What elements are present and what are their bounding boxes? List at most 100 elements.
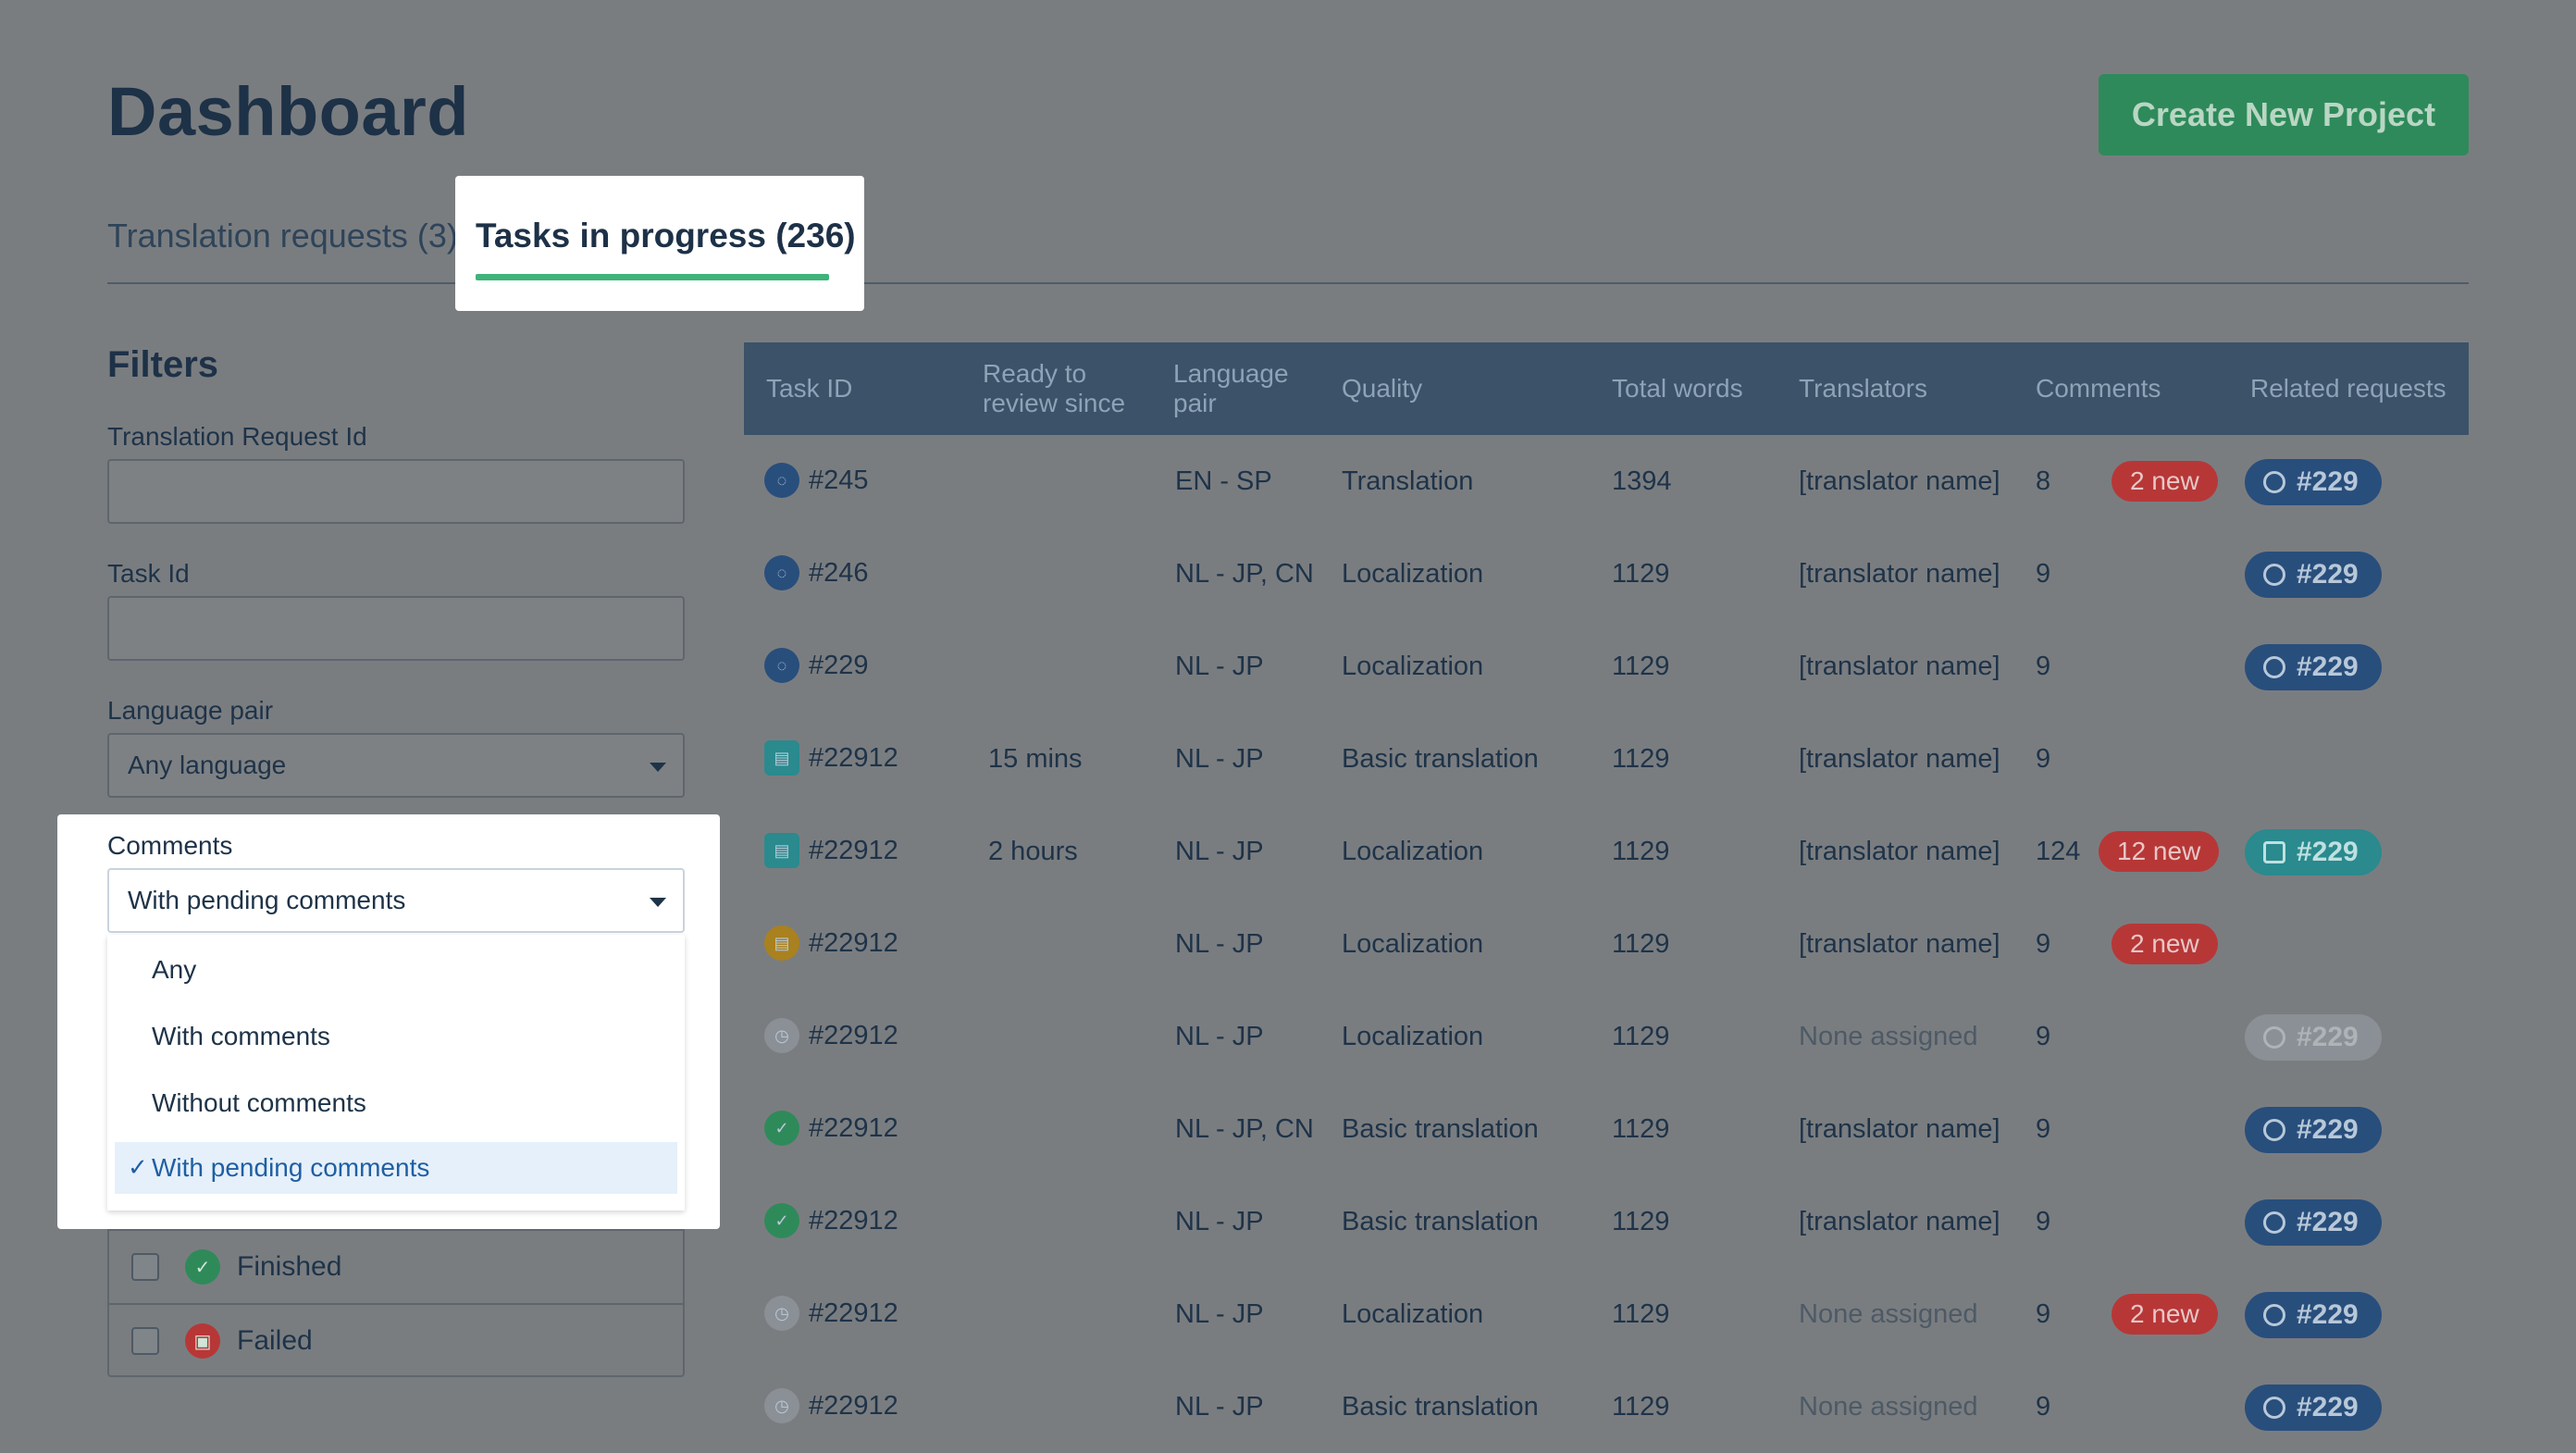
- status-label: Failed: [237, 1325, 313, 1356]
- translators: None assigned: [1799, 1299, 1978, 1329]
- related-request-id: #229: [2297, 652, 2359, 682]
- tab-translation-requests[interactable]: Translation requests (3): [107, 217, 458, 255]
- task-id-cell[interactable]: ▤ #22912: [764, 925, 898, 961]
- table-row[interactable]: ◷ #22912 NL - JP Localization 1129 None assig…: [744, 990, 2469, 1083]
- create-new-project-button[interactable]: Create New Project: [2099, 74, 2469, 155]
- comments-option-any[interactable]: Any: [152, 955, 197, 984]
- new-comments-badge[interactable]: 2 new: [2112, 1294, 2218, 1335]
- task-id: #246: [809, 557, 869, 588]
- tabs-divider: [107, 282, 2469, 284]
- language-pair: NL - JP: [1175, 652, 1264, 681]
- task-status-icon: ▤: [764, 925, 799, 961]
- table-row[interactable]: ✓ #22912 NL - JP Basic translation 1129 [tran…: [744, 1175, 2469, 1268]
- finished-checkbox[interactable]: [131, 1253, 159, 1281]
- table-row[interactable]: ▤ #22912 2 hours NL - JP Localization 1129 [tr…: [744, 805, 2469, 898]
- quality: Localization: [1342, 1022, 1484, 1051]
- related-request-badge[interactable]: #229: [2245, 1385, 2382, 1431]
- th-ready-line2[interactable]: review since: [983, 389, 1126, 417]
- total-words: 1129: [1612, 1207, 1670, 1236]
- task-id-cell[interactable]: ▤ #22912: [764, 740, 898, 776]
- translators: None assigned: [1799, 1022, 1978, 1051]
- quality: Basic translation: [1342, 744, 1539, 774]
- task-id-input[interactable]: [107, 596, 685, 661]
- th-ready-line1[interactable]: Ready to: [983, 359, 1087, 388]
- task-status-icon: ◌: [764, 555, 799, 590]
- table-row[interactable]: ◌ #246 NL - JP, CN Localization 1129 [transla…: [744, 528, 2469, 620]
- request-status-icon: [2263, 1304, 2285, 1326]
- language-pair-label: Language pair: [107, 696, 274, 725]
- comments-option-without-comments[interactable]: Without comments: [152, 1088, 366, 1117]
- th-lang-line1[interactable]: Language: [1173, 359, 1289, 388]
- comments-option-with-comments[interactable]: With comments: [152, 1022, 330, 1050]
- th-translators[interactable]: Translators: [1799, 374, 1928, 403]
- task-id-cell[interactable]: ◷ #22912: [764, 1388, 898, 1423]
- tab-active-underline: [476, 274, 829, 280]
- chevron-down-icon: [650, 763, 666, 772]
- table-row[interactable]: ◌ #245 EN - SP Translation 1394 [translator n…: [744, 435, 2469, 528]
- table-row[interactable]: ▤ #22912 NL - JP Localization 1129 [translato…: [744, 898, 2469, 990]
- failed-checkbox[interactable]: [131, 1327, 159, 1355]
- related-request-badge[interactable]: #229: [2245, 1292, 2382, 1338]
- related-request-badge[interactable]: #229: [2245, 1199, 2382, 1246]
- related-request-badge[interactable]: #229: [2245, 829, 2382, 876]
- th-quality[interactable]: Quality: [1342, 374, 1423, 403]
- task-id-cell[interactable]: ◌ #245: [764, 463, 869, 498]
- task-id-cell[interactable]: ▤ #22912: [764, 833, 898, 868]
- request-status-icon: [2263, 1397, 2285, 1419]
- related-request-badge[interactable]: #229: [2245, 644, 2382, 690]
- task-id-cell[interactable]: ✓ #22912: [764, 1203, 898, 1238]
- language-pair: NL - JP: [1175, 1299, 1264, 1329]
- th-total-words[interactable]: Total words: [1612, 374, 1743, 403]
- task-id-cell[interactable]: ◌ #246: [764, 555, 869, 590]
- language-pair: NL - JP: [1175, 1392, 1264, 1422]
- request-status-icon: [2263, 1026, 2285, 1049]
- comments-count: 9: [2036, 1207, 2051, 1236]
- quality: Localization: [1342, 559, 1484, 589]
- th-comments[interactable]: Comments: [2036, 374, 2161, 403]
- new-comments-badge[interactable]: 2 new: [2112, 461, 2218, 502]
- comments-count: 9: [2036, 1392, 2051, 1422]
- related-request-badge[interactable]: #229: [2245, 1107, 2382, 1153]
- comments-option-with-pending[interactable]: ✓ With pending comments: [115, 1142, 677, 1194]
- checkmark-icon: ✓: [128, 1153, 148, 1181]
- task-id-cell[interactable]: ◷ #22912: [764, 1296, 898, 1331]
- related-request-badge[interactable]: #229: [2245, 1014, 2382, 1061]
- task-id-label: Task Id: [107, 559, 190, 588]
- quality: Basic translation: [1342, 1392, 1539, 1422]
- task-status-icon: ◌: [764, 648, 799, 683]
- task-id: #22912: [809, 1112, 898, 1143]
- task-id-cell[interactable]: ◌ #229: [764, 648, 869, 683]
- task-status-icon: ▤: [764, 740, 799, 776]
- task-id-cell[interactable]: ✓ #22912: [764, 1111, 898, 1146]
- comments-count: 9: [2036, 559, 2051, 589]
- status-item-failed[interactable]: ▣ Failed: [109, 1303, 683, 1377]
- th-lang-line2[interactable]: pair: [1173, 389, 1217, 417]
- th-related-requests[interactable]: Related requests: [2250, 374, 2446, 403]
- task-id: #22912: [809, 927, 898, 958]
- related-request-badge[interactable]: #229: [2245, 552, 2382, 598]
- table-row[interactable]: ▤ #22912 15 mins NL - JP Basic translation 11…: [744, 713, 2469, 805]
- new-comments-badge[interactable]: 2 new: [2112, 924, 2218, 964]
- related-request-id: #229: [2297, 466, 2359, 497]
- tab-tasks-in-progress[interactable]: Tasks in progress (236): [476, 217, 856, 255]
- tasks-table-header: Task ID Ready to review since Language p…: [744, 342, 2469, 435]
- th-task-id[interactable]: Task ID: [766, 374, 853, 403]
- task-status-icon: ✓: [764, 1111, 799, 1146]
- related-request-id: #229: [2297, 837, 2359, 867]
- related-request-badge[interactable]: #229: [2245, 459, 2382, 505]
- total-words: 1129: [1612, 1299, 1670, 1329]
- language-pair-select[interactable]: Any language: [107, 733, 685, 798]
- translators: None assigned: [1799, 1392, 1978, 1422]
- new-comments-badge[interactable]: 12 new: [2099, 831, 2220, 872]
- table-row[interactable]: ✓ #22912 NL - JP, CN Basic translation 1129 […: [744, 1083, 2469, 1175]
- table-row[interactable]: ◌ #229 NL - JP Localization 1129 [translator …: [744, 620, 2469, 713]
- comments-select[interactable]: With pending comments: [107, 868, 685, 933]
- related-request-id: #229: [2297, 1207, 2359, 1237]
- request-status-icon: [2263, 841, 2285, 863]
- translation-request-id-input[interactable]: [107, 459, 685, 524]
- task-id-cell[interactable]: ◷ #22912: [764, 1018, 898, 1053]
- status-item-finished[interactable]: ✓ Finished: [109, 1229, 683, 1303]
- table-row[interactable]: ◷ #22912 NL - JP Localization 1129 None assig…: [744, 1268, 2469, 1360]
- table-row[interactable]: ◷ #22912 NL - JP Basic translation 1129 None …: [744, 1360, 2469, 1453]
